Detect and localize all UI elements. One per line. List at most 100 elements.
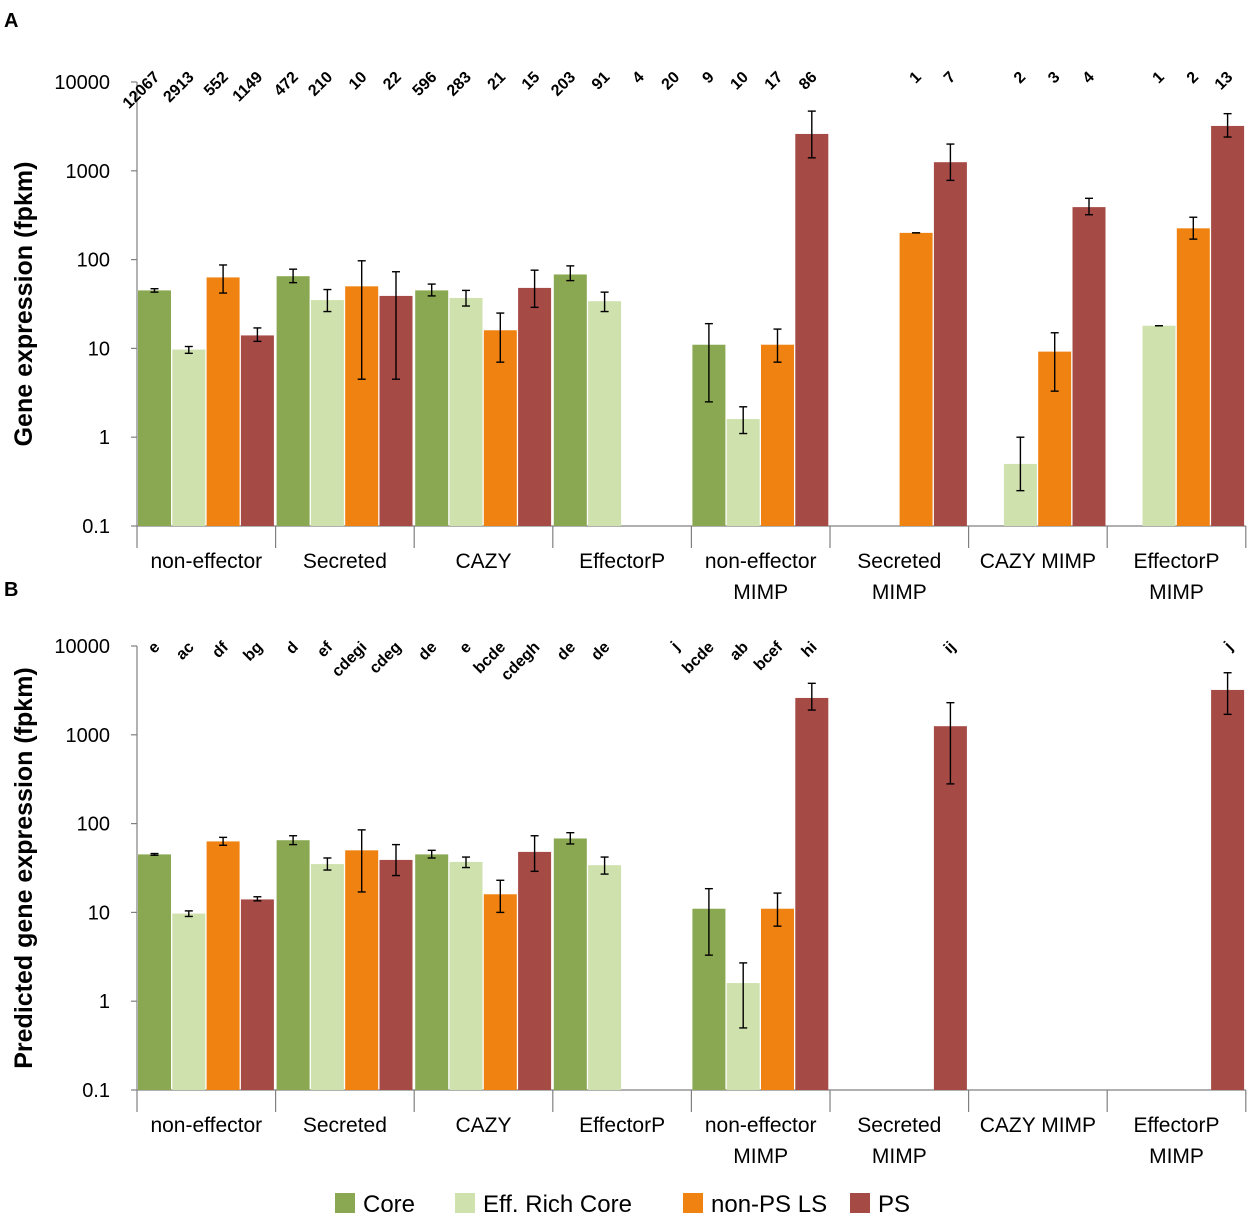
bar-annotation: 17 [762,69,787,94]
bar-eff-rich-core [588,301,622,526]
bar-annotation: 21 [485,69,510,94]
bar-annotation: 15 [519,69,544,94]
bar-annotation: 2913 [160,69,197,106]
bar-annotation: 7 [941,69,959,87]
category-label: Secreted [857,550,941,573]
legend: Core Eff. Rich Core non-PS LS PS [335,1191,910,1218]
bar-non-ps-ls [1176,228,1210,527]
bar-annotation: df [209,638,232,661]
bar-annotation: 552 [201,69,232,100]
bar-annotation: ac [173,639,198,664]
bar-ps [1211,125,1245,526]
bar-eff-rich-core [310,300,344,526]
bar-annotation: 10 [727,69,752,94]
legend-swatch-non-ps-ls [683,1193,703,1213]
y-tick-label: 1000 [66,161,111,183]
bar-core [138,290,171,526]
bar-annotation: 2 [1011,69,1029,87]
category-label: MIMP [733,1145,788,1168]
category-label: EffectorP [579,550,665,573]
bar-annotation: 596 [410,69,441,100]
legend-swatch-eff-rich-core [455,1193,475,1213]
y-tick-label: 0.1 [82,516,110,538]
category-label: non-effector [705,550,817,573]
bar-eff-rich-core [449,297,483,526]
bar-ps [933,726,967,1090]
panel-a: A Gene expression (fpkm) 0.1 1 10 100 1000 100… [4,10,1247,604]
bar-eff-rich-core [449,861,483,1090]
bar-non-ps-ls [761,344,794,526]
category-label: CAZY MIMP [980,1114,1096,1137]
bar-annotation: 20 [659,69,684,94]
bar-annotation: 12067 [120,69,164,113]
bar-ps [795,697,829,1090]
bar-annotation: 1 [1150,69,1168,87]
bar-eff-rich-core [310,864,344,1090]
bar-annotation: 9 [699,69,717,87]
y-tick-label: 10 [88,902,110,924]
bar-annotation: 4 [629,69,647,87]
bar-annotation: ab [727,639,752,664]
bar-annotation: bcef [751,638,787,674]
bar-annotation: 283 [444,69,475,100]
bar-non-ps-ls [761,908,794,1090]
bar-annotation: de [554,639,579,664]
bar-ps [518,287,552,526]
bar-ps [795,133,829,526]
category-label: CAZY [455,550,511,573]
bar-annotation: bcde [679,639,717,677]
bar-core [553,838,587,1090]
bar-annotation: j [1221,639,1237,655]
bar-eff-rich-core [588,865,622,1090]
bar-core [276,840,310,1090]
bar-ps [240,899,274,1090]
category-label: EffectorP [1134,1114,1220,1137]
bar-non-ps-ls [483,330,517,526]
legend-label-core: Core [363,1191,415,1218]
legend-label-ps: PS [878,1191,910,1218]
bar-annotation: 210 [305,69,336,100]
category-label: non-effector [150,550,262,573]
bar-annotation: 203 [548,69,579,100]
bar-annotation: 86 [796,69,821,94]
legend-swatch-ps [850,1193,870,1213]
bar-annotation: bg [240,639,266,665]
y-tick-label: 10000 [54,72,110,94]
bar-annotation: e [457,639,475,657]
category-label: Secreted [857,1114,941,1137]
category-label: CAZY MIMP [980,550,1096,573]
legend-swatch-core [335,1193,355,1213]
bar-annotation: 4 [1080,69,1098,87]
bar-annotation: 2 [1184,69,1202,87]
category-label: MIMP [872,581,927,604]
bar-core [553,274,587,526]
bar-annotation: 472 [271,69,302,100]
bar-eff-rich-core [1142,325,1176,526]
bar-eff-rich-core [172,913,206,1090]
bar-annotation: j [667,639,683,655]
y-tick-label: 100 [77,814,110,836]
bar-non-ps-ls [206,277,240,526]
bar-annotation: 1 [907,69,925,87]
bar-annotation: ij [941,639,959,657]
bar-annotation: ef [314,638,337,661]
category-label: Secreted [303,550,387,573]
category-label: MIMP [872,1145,927,1168]
y-tick-label: 10 [88,338,110,360]
bar-annotation: 13 [1212,69,1237,94]
y-tick-label: 0.1 [82,1080,110,1102]
category-label: non-effector [705,1114,817,1137]
bar-annotation: cdegi [329,639,371,681]
bar-ps [933,162,967,526]
category-label: MIMP [1149,1145,1204,1168]
bar-core [276,276,310,526]
bar-core [415,854,449,1090]
category-label: MIMP [1149,581,1204,604]
bar-annotation: de [588,639,613,664]
bar-annotation: 3 [1045,69,1063,87]
bar-annotation: 1149 [230,69,267,106]
bar-annotation: 22 [380,69,405,94]
legend-label-non-ps-ls: non-PS LS [711,1191,827,1218]
bar-annotation: hi [799,639,821,661]
